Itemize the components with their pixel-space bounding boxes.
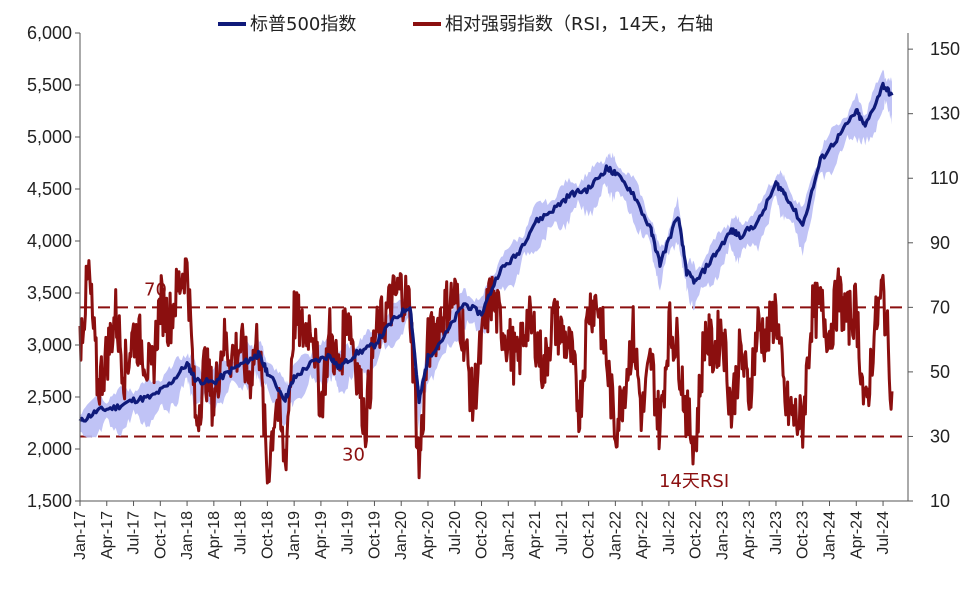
right-axis-tick-label: 30 [930,426,950,446]
left-axis-tick-label: 6,000 [27,23,72,43]
left-axis-tick-label: 4,000 [27,231,72,251]
x-axis-tick-label: Apr-21 [527,511,544,559]
series-lines [78,81,894,485]
sp500-band [80,69,892,438]
left-axis-tick-label: 1,500 [27,491,72,511]
x-axis-tick-label: Jan-18 [179,511,196,560]
x-axis-tick-label: Jul-21 [554,511,571,555]
x-axis-tick-label: Oct-22 [688,511,705,559]
right-axis-tick-label: 150 [930,39,960,59]
x-axis-tick-label: Jan-21 [500,511,517,560]
left-axis-tick-label: 2,000 [27,439,72,459]
rsi-70-label: 70 [144,279,167,300]
rsi-30-label: 30 [342,444,365,465]
sp500-volatility-band [80,69,892,438]
x-axis-tick-label: Oct-20 [474,511,491,559]
right-axis-tick-label: 130 [930,104,960,124]
right-axis-tick-label: 50 [930,362,950,382]
x-axis-tick-label: Oct-23 [795,511,812,559]
x-axis-tick-label: Jul-20 [447,511,464,555]
x-axis-tick-label: Jan-20 [393,511,410,560]
x-axis-tick-label: Apr-24 [848,511,865,559]
x-axis-tick-label: Apr-19 [313,511,330,559]
right-axis-tick-label: 70 [930,297,950,317]
right-axis-tick-label: 90 [930,233,950,253]
x-axis-tick-label: Jul-22 [661,511,678,555]
x-axis-tick-label: Apr-20 [420,511,437,559]
rsi-line [78,257,894,485]
x-axis-tick-label: Apr-23 [741,511,758,559]
right-axis-tick-label: 110 [930,168,959,188]
x-axis-tick-label: Jul-24 [875,511,892,555]
x-axis-tick-label: Oct-17 [152,511,169,559]
left-axis-tick-label: 3,000 [27,335,72,355]
x-axis-tick-label: Jan-24 [822,511,839,560]
x-axis-tick-label: Jan-17 [72,511,89,560]
x-axis-tick-label: Oct-21 [581,511,598,559]
left-axis-tick-label: 2,500 [27,387,72,407]
axes: 1,500 2,000 2,500 3,000 3,500 4,000 4,500 5,000… [27,23,960,560]
x-axis-tick-label: Jul-17 [126,511,143,555]
x-axis-tick-label: Jul-19 [340,511,357,555]
legend-label-0: 标普500指数 [250,14,356,35]
left-axis-tick-label: 5,000 [27,127,72,147]
left-axis-tick-label: 5,500 [27,75,72,95]
x-axis-tick-label: Jul-23 [768,511,785,555]
legend-label-1: 相对强弱指数（RSI，14天，右轴 [445,14,713,35]
x-axis-tick-label: Jan-23 [714,511,731,560]
right-axis-tick-label: 10 [930,491,950,511]
x-axis-tick-label: Apr-22 [634,511,651,559]
legend: 标普500指数 相对强弱指数（RSI，14天，右轴 [218,14,713,35]
x-axis-tick-label: Oct-18 [259,511,276,559]
x-axis-tick-label: Jan-22 [607,511,624,560]
x-axis-tick-label: Jan-19 [286,511,303,560]
rsi-series-label: 14天RSI [659,471,729,492]
x-axis-tick-label: Jul-18 [233,511,250,555]
left-axis-tick-label: 3,500 [27,283,72,303]
x-axis-tick-label: Apr-17 [99,511,116,559]
x-axis-tick-label: Apr-18 [206,511,223,559]
sp500-line [78,81,894,423]
x-axis-tick-label: Oct-19 [366,511,383,559]
annotations: 70 30 14天RSI [144,279,729,492]
left-axis-tick-label: 4,500 [27,179,72,199]
